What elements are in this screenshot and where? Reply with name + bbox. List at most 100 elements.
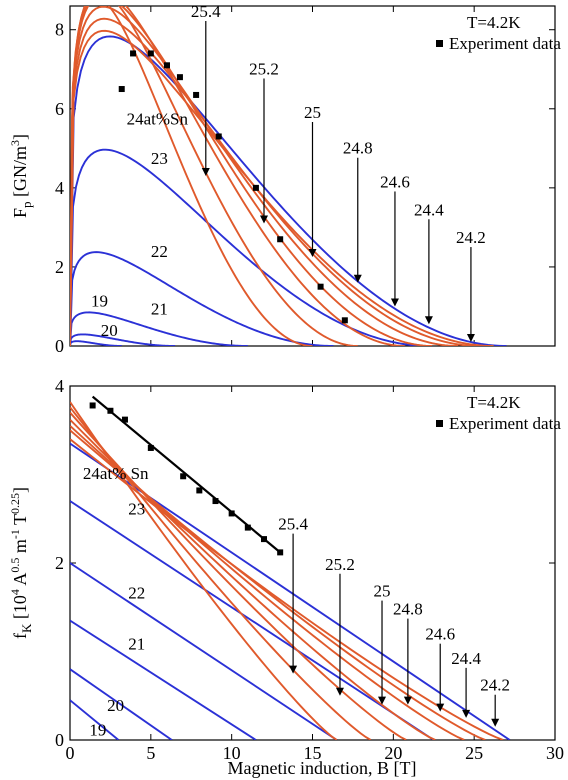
fk-curves xyxy=(70,401,511,740)
fp-arrow-label: 24.2 xyxy=(456,228,486,247)
fk-x-tick-label: 20 xyxy=(384,743,402,763)
fk-y-axis-label: fK [104 A0.5 m-1 T0.25] xyxy=(8,487,34,639)
fk-x-tick-label: 0 xyxy=(66,743,75,763)
fp-arrow-head xyxy=(466,334,475,343)
fk-series-23 xyxy=(70,500,435,740)
fp-series-21 xyxy=(70,311,248,346)
fp-series-24-8 xyxy=(70,6,433,346)
fp-y-tick-label: 8 xyxy=(55,20,64,40)
fk-composition-label: 24at% Sn xyxy=(83,464,149,483)
fk-experiment-point xyxy=(107,407,114,414)
fk-y-label-a: A xyxy=(10,573,30,590)
fk-y-label-sup-1: -1 xyxy=(8,529,22,539)
fk-arrow-head xyxy=(378,696,387,705)
fp-composition-label: 22 xyxy=(151,242,168,261)
fp-arrow-label: 25.2 xyxy=(249,59,279,78)
fk-series-25-4 xyxy=(70,401,338,740)
fp-composition-label: 19 xyxy=(91,291,108,310)
fk-series-25-2 xyxy=(70,406,372,740)
fk-arrow-label: 25 xyxy=(374,582,391,601)
fk-legend-marker xyxy=(436,420,443,427)
fk-arrow-label: 24.2 xyxy=(480,676,510,695)
fk-series-21 xyxy=(70,619,257,740)
fk-y-label-t: T xyxy=(10,514,30,529)
fp-y-label-close: ] xyxy=(10,134,30,140)
fp-experiment-point xyxy=(130,50,137,57)
fp-arrow-label: 25.4 xyxy=(191,2,221,21)
fp-y-axis-label: Fp [GN/m3] xyxy=(8,134,34,218)
fk-experiment-point xyxy=(196,487,203,494)
fk-composition-label: 23 xyxy=(128,499,145,518)
fp-series-24-4 xyxy=(70,17,480,346)
fk-series-25 xyxy=(70,411,407,740)
fp-series-19 xyxy=(70,340,122,346)
fp-series-25-2 xyxy=(70,6,358,346)
fp-legend-title: T=4.2K xyxy=(467,13,521,32)
fk-experiment-point xyxy=(244,524,251,531)
fp-experiment-point xyxy=(341,317,348,324)
fp-series-20 xyxy=(70,333,176,346)
fp-experiment-point xyxy=(164,62,170,69)
fk-y-tick-label: 4 xyxy=(55,376,64,396)
fp-experiment-point xyxy=(193,91,200,98)
fk-series-22 xyxy=(70,562,338,740)
fp-experiment-point xyxy=(147,50,154,57)
fk-y-label-sub: K xyxy=(19,623,34,633)
fp-curves xyxy=(70,6,507,346)
fk-arrow-head xyxy=(289,665,298,674)
fp-y-label-unit: [GN/m xyxy=(10,146,30,202)
fk-arrow-label: 24.8 xyxy=(393,600,423,619)
fp-series-24-2 xyxy=(70,29,494,346)
fp-series-22 xyxy=(70,251,334,346)
fk-y-label-unit: [10 xyxy=(10,595,30,624)
fp-arrow-label: 24.8 xyxy=(343,139,373,158)
fk-experiment-point xyxy=(180,473,187,480)
fp-experiment-point xyxy=(252,184,259,191)
fk-x-tick-label: 10 xyxy=(223,743,241,763)
fp-series-25 xyxy=(70,6,405,346)
fk-y-tick-label: 0 xyxy=(55,730,64,750)
fk-y-label-main: f xyxy=(10,633,30,639)
fp-experiment-point xyxy=(277,236,284,243)
fk-x-tick-label: 5 xyxy=(146,743,155,763)
fp-experiment-point xyxy=(118,86,125,93)
fk-y-label-sup025: 0.25 xyxy=(8,493,22,514)
fk-x-tick-label: 30 xyxy=(546,743,564,763)
fk-arrow-label: 25.2 xyxy=(325,555,355,574)
fp-arrow-head xyxy=(390,298,399,307)
fk-x-tick-label: 15 xyxy=(304,743,322,763)
fk-composition-label: 21 xyxy=(128,635,145,654)
fp-arrow-head xyxy=(260,215,268,224)
fp-y-tick-label: 6 xyxy=(55,99,64,119)
fk-arrow-label: 24.4 xyxy=(451,649,481,668)
fk-experiment-point xyxy=(277,549,284,556)
x-axis-label: Magnetic induction, B [T] xyxy=(228,758,417,778)
fk-arrow-head xyxy=(436,703,445,712)
fp-y-tick-label: 0 xyxy=(55,336,64,356)
fp-arrow-label: 25 xyxy=(304,103,321,122)
fk-legend-title: T=4.2K xyxy=(467,393,521,412)
fk-composition-label: 20 xyxy=(107,696,124,715)
fp-series-23 xyxy=(70,148,429,346)
fp-series-25-4 xyxy=(70,6,313,346)
fp-experiment-point xyxy=(317,283,324,290)
fk-composition-label: 22 xyxy=(128,583,145,602)
fp-arrow-head xyxy=(308,249,317,258)
fp-y-label-sup: 3 xyxy=(8,140,22,146)
fp-composition-label: 20 xyxy=(101,321,118,340)
fk-experiment-point xyxy=(121,416,128,423)
fp-legend-marker xyxy=(436,40,443,47)
fk-y-label-sup05: 0.5 xyxy=(8,558,22,573)
fk-y-label-close: ] xyxy=(10,487,30,493)
fk-experiment-point xyxy=(228,510,235,517)
fk-x-tick-label: 25 xyxy=(465,743,483,763)
fk-arrow-head xyxy=(335,687,344,696)
fp-experiment-point xyxy=(176,74,183,81)
fk-arrow-head xyxy=(491,718,500,727)
fk-arrow-label: 25.4 xyxy=(278,515,308,534)
fk-experiment-point xyxy=(89,402,96,409)
fk-arrow-label: 24.6 xyxy=(425,625,455,644)
fk-series-20 xyxy=(70,668,173,740)
fk-series-19 xyxy=(70,699,120,740)
fk-arrow-head xyxy=(462,709,471,718)
